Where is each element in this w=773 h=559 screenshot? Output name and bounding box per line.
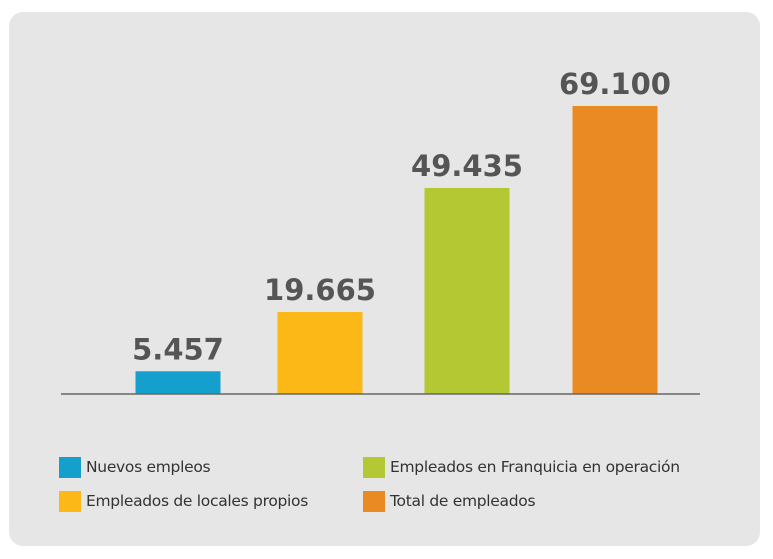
legend-swatch [363, 490, 385, 512]
legend: Nuevos empleos Empleados en Franquicia e… [59, 456, 739, 512]
legend-item-empleados-locales-propios: Empleados de locales propios [59, 490, 363, 512]
value-labels-group: 5.457 19.665 49.435 69.100 [132, 67, 671, 366]
legend-label: Total de empleados [390, 492, 536, 510]
bar-nuevos-empleos [135, 371, 221, 394]
bars-group [135, 106, 658, 394]
value-label-empleados-de-locales-propios: 19.665 [264, 273, 376, 307]
legend-swatch [59, 490, 81, 512]
bar-total-de-empleados [572, 106, 658, 394]
legend-swatch [363, 456, 385, 478]
legend-item-total-empleados: Total de empleados [363, 490, 723, 512]
bar-empleados-en-franquicia-en-operacion [424, 187, 510, 394]
legend-label: Nuevos empleos [86, 458, 211, 476]
legend-item-nuevos-empleos: Nuevos empleos [59, 456, 363, 478]
value-label-total-de-empleados: 69.100 [559, 67, 671, 101]
legend-swatch [59, 456, 81, 478]
legend-label: Empleados en Franquicia en operación [390, 458, 680, 476]
value-label-nuevos-empleos: 5.457 [132, 332, 224, 366]
value-label-empleados-en-franquicia-en-operacion: 49.435 [411, 149, 523, 183]
bar-empleados-de-locales-propios [277, 312, 363, 394]
legend-label: Empleados de locales propios [86, 492, 309, 510]
legend-item-empleados-franquicia: Empleados en Franquicia en operación [363, 456, 723, 478]
